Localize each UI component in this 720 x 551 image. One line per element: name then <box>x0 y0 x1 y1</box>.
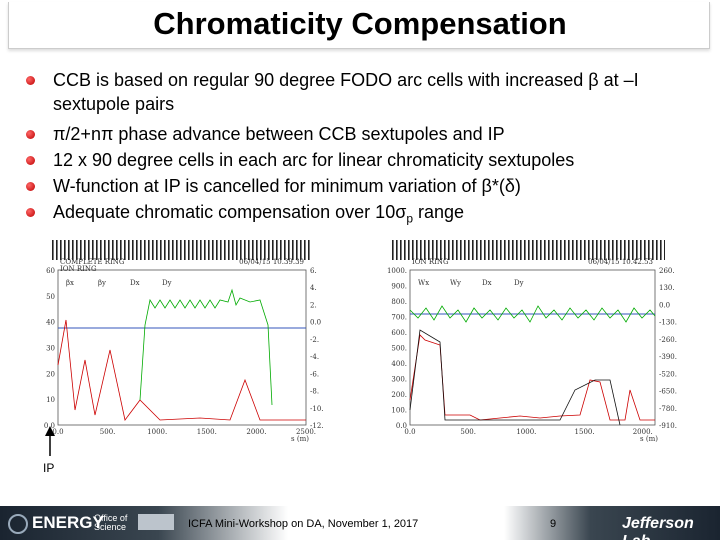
y2-tick-label: 130. <box>659 284 675 292</box>
y-tick-label: 700. <box>391 314 407 322</box>
y-tick-label: 800. <box>391 298 407 306</box>
y-tick-label: 1000. <box>387 267 407 275</box>
y-tick-label: 10 <box>46 396 55 404</box>
lattice-strip <box>52 240 665 260</box>
curve <box>409 334 655 421</box>
y-tick-label: 500. <box>391 345 407 353</box>
x-tick-label: 2500. <box>296 428 316 436</box>
y2-tick-label: 0.0 <box>659 301 670 309</box>
bullet-text: CCB is based on regular 90 degree FODO a… <box>53 70 639 114</box>
slide-title: Chromaticity Compensation <box>153 6 567 41</box>
y-tick-label: 50 <box>46 293 55 301</box>
y2-tick-label: 6. <box>310 267 317 275</box>
plot-legend: Wy <box>450 279 461 287</box>
plot-header: ION RING <box>412 258 449 266</box>
bullet-text: π/2+nπ phase advance between CCB sextupo… <box>53 124 505 144</box>
y2-tick-label: -4. <box>310 353 319 361</box>
y2-tick-label: -260. <box>659 336 677 344</box>
y2-tick-label: 2. <box>310 301 317 309</box>
office-logo: Office of Science <box>94 513 128 532</box>
y-tick-label: 0.0 <box>44 422 55 430</box>
y-tick-label: 600. <box>391 329 407 337</box>
ip-label: IP <box>43 461 55 475</box>
x-tick-label: 1000. <box>147 428 167 436</box>
curve <box>409 329 621 426</box>
doe-logo: ENERGY <box>32 513 104 532</box>
curve <box>139 288 273 406</box>
x-tick-label: 0.0 <box>404 428 415 436</box>
x-tick-label: 1000. <box>516 428 536 436</box>
plot-legend: Dx <box>130 279 140 287</box>
footer <box>0 506 720 540</box>
title-frame <box>8 2 710 49</box>
plot-stamp: 06/04/15 10.39.39 <box>239 258 304 266</box>
y-tick-label: 30 <box>46 345 55 353</box>
plot-header: ION RING <box>60 265 97 273</box>
x-tick-label: 500. <box>460 428 476 436</box>
bullet-dot <box>26 76 35 85</box>
y-tick-label: 40 <box>46 319 55 327</box>
y2-tick-label: -12. <box>310 422 324 430</box>
y2-tick-label: -390. <box>659 353 677 361</box>
plot-legend: βy <box>98 279 106 287</box>
doe-seal <box>8 514 28 534</box>
y2-tick-label: -130. <box>659 319 677 327</box>
y2-tick-label: -650. <box>659 388 677 396</box>
bullet-part: p <box>406 211 413 226</box>
x-tick-label: 0.0 <box>52 428 63 436</box>
bullet-text: Adequate chromatic compensation over 10σ… <box>53 200 703 231</box>
bullet-text: W-function at IP is cancelled for minimu… <box>53 176 521 196</box>
bullet-part: range <box>413 202 465 222</box>
plot-legend: Dy <box>514 279 524 287</box>
page-number: 9 <box>550 518 557 530</box>
y-tick-label: 60 <box>46 267 55 275</box>
x-tick-label: 2000. <box>246 428 266 436</box>
jsa-logo <box>138 514 174 530</box>
ip-arrow-head <box>45 426 55 436</box>
bullet-part: Adequate chromatic compensation over 10σ <box>53 202 407 222</box>
plot-stamp: 06/04/15 10.42.53 <box>588 258 653 266</box>
plot-legend: Dx <box>482 279 492 287</box>
x-tick-label: 1500. <box>197 428 217 436</box>
y2-tick-label: -10. <box>310 405 324 413</box>
y2-tick-label: -2. <box>310 336 319 344</box>
plot-header: COMPLETE RING <box>60 258 125 266</box>
y2-tick-label: -780. <box>659 405 677 413</box>
x-tick-label: 500. <box>100 428 116 436</box>
y2-tick-label: -8. <box>310 388 319 396</box>
y2-tick-label: 0.0 <box>310 319 321 327</box>
y-tick-label: 0.0 <box>396 422 407 430</box>
y-tick-label: 300. <box>391 376 407 384</box>
curve <box>409 305 656 323</box>
y2-tick-label: 4. <box>310 284 317 292</box>
x-tick-label: 1500. <box>575 428 595 436</box>
curve <box>57 319 306 421</box>
plot-frame <box>409 269 656 426</box>
y2-tick-label: -910. <box>659 422 677 430</box>
bullet-dot <box>26 130 35 139</box>
y2-tick-label: -6. <box>310 370 319 378</box>
y-tick-label: 100. <box>391 407 407 415</box>
bullet-dot <box>26 156 35 165</box>
jlab-logo: Jefferson Lab <box>622 515 694 550</box>
plot-legend: Dy <box>162 279 172 287</box>
y-tick-label: 20 <box>46 370 55 378</box>
y-tick-label: 900. <box>391 283 407 291</box>
y-tick-label: 200. <box>391 391 407 399</box>
y2-tick-label: 260. <box>659 267 675 275</box>
y2-tick-label: -520. <box>659 370 677 378</box>
x-tick-label: 2000. <box>633 428 653 436</box>
y-tick-label: 400. <box>391 360 407 368</box>
plot-frame <box>57 269 307 426</box>
x-axis-label: s (m) <box>640 435 658 443</box>
bullet-dot <box>26 208 35 217</box>
bullet-dot <box>26 182 35 191</box>
bullet-text: 12 x 90 degree cells in each arc for lin… <box>53 150 575 170</box>
plot-legend: βx <box>66 279 74 287</box>
footer-event: ICFA Mini-Workshop on DA, November 1, 20… <box>188 518 419 530</box>
plot-legend: Wx <box>418 279 429 287</box>
x-axis-label: s (m) <box>291 435 309 443</box>
